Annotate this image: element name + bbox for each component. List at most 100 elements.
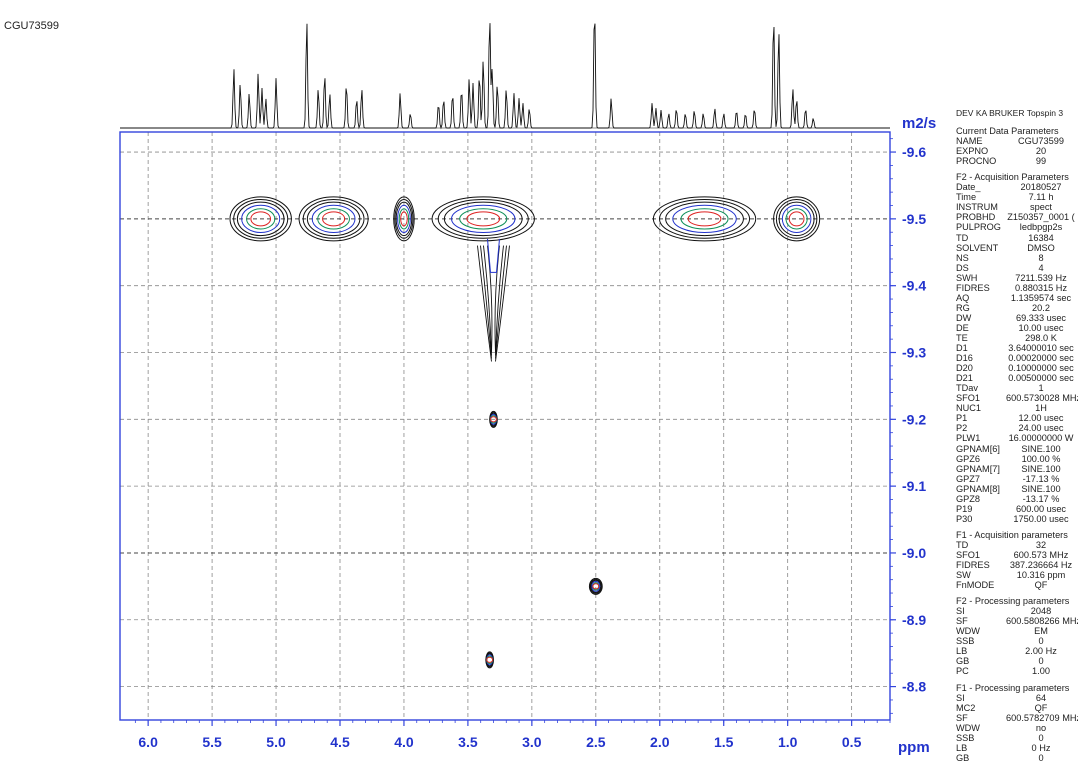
contour-level xyxy=(778,201,815,237)
param-row: PC 1.00 xyxy=(956,666,1076,676)
param-section: F1 - Processing parameters SI 64 MC2 QF SF 600… xyxy=(956,682,1078,763)
y-tick-label: -9.5 xyxy=(902,211,926,227)
cross-peak xyxy=(393,196,415,242)
param-value: 1 xyxy=(1038,383,1044,394)
param-value: 2048 xyxy=(1030,606,1052,617)
contour-level xyxy=(322,211,346,227)
contour-level xyxy=(589,578,602,594)
x-tick-label: 2.5 xyxy=(586,734,606,750)
param-section-header: Current Data Parameters xyxy=(956,126,1059,137)
contour-level xyxy=(788,211,805,227)
param-key: TD xyxy=(956,539,969,550)
contour-level xyxy=(665,201,744,237)
y-axis-ticks: -9.6 -9.5 -9.4 -9.3 -9.2 -9.1 -9.0 -8.9 -8.8 xyxy=(890,138,926,714)
param-row: PROBHD Z150357_0001 ( xyxy=(956,212,1076,222)
param-value: 0.10000000 sec xyxy=(1008,363,1074,374)
param-row: FIDRES 0.880315 Hz xyxy=(956,283,1076,293)
contour-level xyxy=(229,196,292,242)
param-row: RG 20.2 xyxy=(956,303,1076,313)
y-tick-label: -8.9 xyxy=(902,612,926,628)
param-value: 100.00 % xyxy=(1021,453,1061,464)
param-key: LB xyxy=(956,646,968,657)
param-row: AQ 1.1359574 sec xyxy=(956,293,1076,303)
x-tick-label: 4.0 xyxy=(394,734,414,750)
x-axis-unit: ppm xyxy=(898,739,930,756)
x-tick-label: 3.0 xyxy=(522,734,542,750)
param-section: F1 - Acquisition parameters TD 32 SFO1 600.5… xyxy=(956,530,1076,590)
param-row: SF 600.5808266 MHz xyxy=(956,616,1078,626)
contour-level xyxy=(773,196,821,242)
param-value: 298.0 K xyxy=(1025,332,1057,343)
param-row: INSTRUM spect xyxy=(956,202,1076,212)
plot-frame xyxy=(119,131,891,721)
param-row: PULPROG ledbpgp2s xyxy=(956,222,1076,232)
param-row: TD 32 xyxy=(956,540,1076,550)
param-row: FnMODE QF xyxy=(956,580,1076,590)
param-value: 12.00 usec xyxy=(1018,413,1064,424)
param-key: SWH xyxy=(956,272,978,283)
param-section-header: F2 - Acquisition Parameters xyxy=(956,172,1069,183)
param-row: SFO1 600.5730028 MHz xyxy=(956,393,1078,403)
contour-tail xyxy=(483,245,504,356)
param-row: LB 0 Hz xyxy=(956,743,1076,753)
cross-peak xyxy=(489,410,498,428)
cross-peak xyxy=(229,196,292,242)
param-row: SOLVENT DMSO xyxy=(956,243,1076,253)
param-row: GB 0 xyxy=(956,656,1076,666)
cross-peak xyxy=(588,577,603,595)
param-key: NUC1 xyxy=(956,403,982,414)
param-value: 0.00020000 sec xyxy=(1008,353,1074,364)
param-key: P1 xyxy=(956,413,968,424)
param-value: 1H xyxy=(1035,403,1047,414)
param-row: GPZ7 -17.13 % xyxy=(956,474,1076,484)
param-key: SSB xyxy=(956,636,975,647)
param-value: 1750.00 usec xyxy=(1013,513,1069,524)
param-key: GPZ7 xyxy=(956,473,980,484)
y-tick-label: -9.2 xyxy=(902,411,926,427)
param-row: DE 10.00 usec xyxy=(956,323,1076,333)
contour-level xyxy=(233,199,289,239)
contour-level xyxy=(302,199,365,239)
param-row: TD 16384 xyxy=(956,233,1076,243)
param-value: SINE.100 xyxy=(1021,463,1061,474)
param-value: 32 xyxy=(1035,539,1047,550)
x-axis-ticks: 6.0 5.5 5.0 4.5 4.0 3.5 3.0 2.5 2.0 1.5 1.0 0.5 xyxy=(134,720,891,750)
x-tick-label: 0.5 xyxy=(842,734,862,750)
contour-level xyxy=(317,208,350,230)
param-key: Time xyxy=(956,192,977,203)
param-row: FIDRES 387.236664 Hz xyxy=(956,560,1076,570)
param-key: LB xyxy=(956,742,968,753)
contour-level xyxy=(311,204,356,234)
acquisition-parameters-panel: DEV KA BRUKER Topspin 3 Current Data Par… xyxy=(956,108,1078,769)
param-value: 0 xyxy=(1038,732,1044,743)
param-value: 20.2 xyxy=(1032,302,1050,313)
param-key: PROCNO xyxy=(956,156,997,167)
param-key: D16 xyxy=(956,353,973,364)
contour-level xyxy=(466,211,501,227)
contour-level xyxy=(652,196,757,242)
param-value: QF xyxy=(1034,702,1048,713)
contour-level xyxy=(775,199,818,239)
contour-level xyxy=(394,199,414,239)
param-row: DS 4 xyxy=(956,263,1076,273)
contour-level xyxy=(592,583,600,590)
x-tick-label: 4.5 xyxy=(330,734,350,750)
contour-tail xyxy=(477,245,510,362)
param-key: SF xyxy=(956,712,968,723)
contour-level xyxy=(437,199,529,239)
param-value: 600.00 usec xyxy=(1015,503,1067,514)
contour-tail xyxy=(486,238,500,273)
param-section-header: F1 - Processing parameters xyxy=(956,682,1070,693)
param-section: Current Data Parameters NAME CGU73599 EXPNO… xyxy=(956,126,1076,166)
param-row: NAME CGU73599 xyxy=(956,136,1076,146)
param-key: PLW1 xyxy=(956,433,981,444)
y-tick-label: -8.8 xyxy=(902,679,926,695)
param-row: P19 600.00 usec xyxy=(956,504,1076,514)
param-value: 10.316 ppm xyxy=(1016,570,1066,581)
param-value: DMSO xyxy=(1027,242,1055,253)
param-value: 20 xyxy=(1035,146,1047,157)
param-key: DW xyxy=(956,312,972,323)
param-key: Date_ xyxy=(956,182,981,193)
param-key: GPNAM[7] xyxy=(956,463,1000,474)
x-tick-label: 5.0 xyxy=(266,734,286,750)
